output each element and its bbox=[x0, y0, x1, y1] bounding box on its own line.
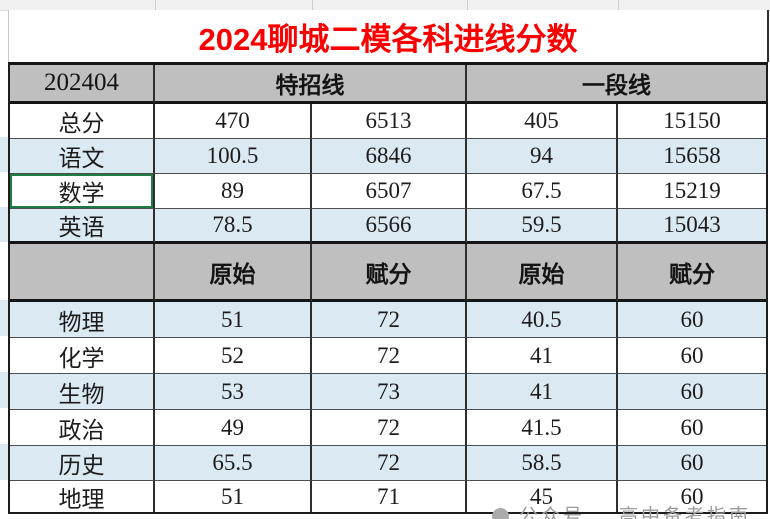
cell-value[interactable]: 15658 bbox=[618, 139, 766, 174]
header-cell-tezhao-line[interactable]: 特招线 bbox=[155, 65, 467, 104]
left-column-sliver bbox=[0, 372, 8, 408]
cell-value[interactable]: 89 bbox=[155, 174, 312, 209]
cell-value[interactable]: 60 bbox=[618, 410, 766, 446]
cell-value[interactable]: 72 bbox=[312, 338, 467, 374]
cell-value[interactable]: 78.5 bbox=[155, 209, 312, 244]
cell-value[interactable]: 65.5 bbox=[155, 446, 312, 481]
cell-value[interactable]: 71 bbox=[312, 481, 467, 512]
left-column-sliver bbox=[0, 207, 8, 242]
cell-value[interactable]: 60 bbox=[618, 338, 766, 374]
cell-value[interactable]: 60 bbox=[618, 374, 766, 410]
cell-value[interactable]: 40.5 bbox=[467, 302, 618, 338]
cell-value[interactable]: 470 bbox=[155, 104, 312, 139]
header-cell-period[interactable]: 202404 bbox=[10, 65, 155, 104]
subheader-fufen-1[interactable]: 赋分 bbox=[312, 244, 467, 302]
watermark: 公众号 高中备考指南 bbox=[492, 506, 751, 519]
cell-value[interactable]: 53 bbox=[155, 374, 312, 410]
cell-value[interactable]: 72 bbox=[312, 446, 467, 481]
row-label-shuxue-selected-cell[interactable]: 数学 bbox=[10, 174, 155, 209]
cell-value[interactable]: 59.5 bbox=[467, 209, 618, 244]
cell-value[interactable]: 6513 bbox=[312, 104, 467, 139]
left-column-sliver bbox=[0, 137, 8, 172]
cell-value[interactable]: 41 bbox=[467, 338, 618, 374]
cell-value[interactable]: 72 bbox=[312, 302, 467, 338]
cell-value[interactable]: 100.5 bbox=[155, 139, 312, 174]
gridline-stub bbox=[467, 0, 468, 10]
cell-value[interactable]: 15043 bbox=[618, 209, 766, 244]
watermark-text-right: 高中备考指南 bbox=[619, 506, 752, 519]
left-column-sliver bbox=[0, 444, 8, 480]
row-label-zongfen[interactable]: 总分 bbox=[10, 104, 155, 139]
cell-value[interactable]: 52 bbox=[155, 338, 312, 374]
left-column-sliver bbox=[0, 300, 8, 336]
row-label-yingyu[interactable]: 英语 bbox=[10, 209, 155, 244]
circle-logo-icon bbox=[492, 508, 509, 519]
gridline-stub bbox=[312, 0, 313, 10]
row-label-shengwu[interactable]: 生物 bbox=[10, 374, 155, 410]
cell-value[interactable]: 405 bbox=[467, 104, 618, 139]
cell-value[interactable]: 41 bbox=[467, 374, 618, 410]
cell-value[interactable]: 6566 bbox=[312, 209, 467, 244]
title-cell: 2024聊城二模各科进线分数 bbox=[8, 10, 769, 62]
cell-value[interactable]: 67.5 bbox=[467, 174, 618, 209]
cell-value[interactable]: 6846 bbox=[312, 139, 467, 174]
gridline-stub bbox=[618, 0, 619, 10]
row-label-lishi[interactable]: 历史 bbox=[10, 446, 155, 481]
subheader-fufen-2[interactable]: 赋分 bbox=[618, 244, 766, 302]
watermark-text-left: 公众号 bbox=[519, 506, 586, 519]
cell-value[interactable]: 58.5 bbox=[467, 446, 618, 481]
header-cell-yiduan-line[interactable]: 一段线 bbox=[467, 65, 766, 104]
cell-value[interactable]: 15150 bbox=[618, 104, 766, 139]
scores-table: 202404 特招线 一段线 总分 470 6513 405 15150 语文 … bbox=[8, 62, 768, 514]
cell-value[interactable]: 51 bbox=[155, 302, 312, 338]
subheader-yuanshi-1[interactable]: 原始 bbox=[155, 244, 312, 302]
cell-value[interactable]: 73 bbox=[312, 374, 467, 410]
cell-value[interactable]: 94 bbox=[467, 139, 618, 174]
cell-value[interactable]: 41.5 bbox=[467, 410, 618, 446]
cell-value[interactable]: 60 bbox=[618, 302, 766, 338]
row-label-zhengzhi[interactable]: 政治 bbox=[10, 410, 155, 446]
page-title: 2024聊城二模各科进线分数 bbox=[198, 21, 578, 57]
gridline-stub bbox=[155, 0, 156, 10]
cell-value[interactable]: 45 bbox=[467, 481, 618, 512]
subheader-yuanshi-2[interactable]: 原始 bbox=[467, 244, 618, 302]
row-label-huaxue[interactable]: 化学 bbox=[10, 338, 155, 374]
cell-value[interactable]: 60 bbox=[618, 446, 766, 481]
cell-value[interactable]: 6507 bbox=[312, 174, 467, 209]
cell-value[interactable]: 60 bbox=[618, 481, 766, 512]
row-label-dili[interactable]: 地理 bbox=[10, 481, 155, 512]
cell-value[interactable]: 15219 bbox=[618, 174, 766, 209]
cell-value[interactable]: 72 bbox=[312, 410, 467, 446]
subheader-empty-cell[interactable] bbox=[10, 244, 155, 302]
cell-value[interactable]: 51 bbox=[155, 481, 312, 512]
row-label-yuwen[interactable]: 语文 bbox=[10, 139, 155, 174]
row-label-wuli[interactable]: 物理 bbox=[10, 302, 155, 338]
cell-value[interactable]: 49 bbox=[155, 410, 312, 446]
